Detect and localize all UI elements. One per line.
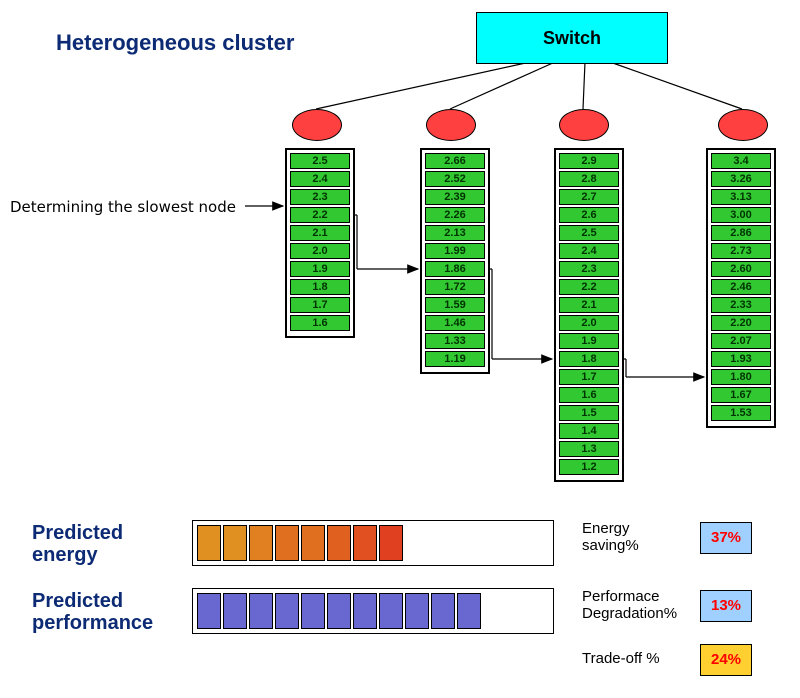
freq-cell: 1.7: [559, 369, 619, 385]
node-column-1: 2.66 2.52 2.39 2.26 2.13 1.99 1.86 1.72 1.59 1.46…: [420, 148, 490, 374]
bar-segment: [353, 593, 377, 629]
freq-cell: 2.6: [559, 207, 619, 223]
bar-segment: [301, 593, 325, 629]
node-oval-3: [718, 109, 768, 141]
freq-cell: 1.8: [559, 351, 619, 367]
freq-cell: 2.8: [559, 171, 619, 187]
freq-cell: 1.86: [425, 261, 485, 277]
freq-cell: 1.80: [711, 369, 771, 385]
bar-segment: [405, 593, 429, 629]
diagram-title: Heterogeneous cluster: [56, 30, 294, 56]
freq-cell: 1.7: [290, 297, 350, 313]
freq-cell: 1.67: [711, 387, 771, 403]
freq-cell: 2.2: [290, 207, 350, 223]
slowest-node-annotation: Determining the slowest node: [10, 198, 236, 216]
bar-segment: [301, 525, 325, 561]
predicted-label-1: Predicted performance: [32, 590, 153, 634]
freq-cell: 2.26: [425, 207, 485, 223]
freq-cell: 2.13: [425, 225, 485, 241]
node-oval-1: [426, 109, 476, 141]
bar-segment: [275, 593, 299, 629]
metric-label-2: Trade-off %: [582, 650, 660, 667]
freq-cell: 2.20: [711, 315, 771, 331]
freq-cell: 1.72: [425, 279, 485, 295]
freq-cell: 2.07: [711, 333, 771, 349]
freq-cell: 2.52: [425, 171, 485, 187]
freq-cell: 2.2: [559, 279, 619, 295]
freq-cell: 3.4: [711, 153, 771, 169]
bar-segment: [379, 593, 403, 629]
bar-segment: [197, 525, 221, 561]
metric-value-0: 37%: [700, 522, 752, 554]
freq-cell: 1.6: [290, 315, 350, 331]
freq-cell: 1.9: [559, 333, 619, 349]
bar-segment: [431, 593, 455, 629]
predicted-label-0: Predicted energy: [32, 522, 123, 566]
bar-segment: [327, 593, 351, 629]
metric-value-1: 13%: [700, 590, 752, 622]
node-column-0: 2.5 2.4 2.3 2.2 2.1 2.0 1.9 1.8 1.7 1.6: [285, 148, 355, 338]
freq-cell: 1.2: [559, 459, 619, 475]
freq-cell: 1.4: [559, 423, 619, 439]
freq-cell: 2.5: [559, 225, 619, 241]
freq-cell: 1.99: [425, 243, 485, 259]
freq-cell: 2.60: [711, 261, 771, 277]
freq-cell: 1.9: [290, 261, 350, 277]
freq-cell: 2.33: [711, 297, 771, 313]
freq-cell: 2.3: [290, 189, 350, 205]
bar-segment: [379, 525, 403, 561]
bar-segment: [457, 593, 481, 629]
freq-cell: 2.66: [425, 153, 485, 169]
freq-cell: 1.93: [711, 351, 771, 367]
bar-segment: [275, 525, 299, 561]
freq-cell: 2.3: [559, 261, 619, 277]
predicted-bar-0: [192, 520, 554, 566]
freq-cell: 1.33: [425, 333, 485, 349]
freq-cell: 3.13: [711, 189, 771, 205]
freq-cell: 3.00: [711, 207, 771, 223]
freq-cell: 2.0: [290, 243, 350, 259]
node-oval-2: [559, 109, 609, 141]
freq-cell: 1.59: [425, 297, 485, 313]
bar-segment: [223, 593, 247, 629]
freq-cell: 1.8: [290, 279, 350, 295]
freq-cell: 1.3: [559, 441, 619, 457]
freq-cell: 2.4: [290, 171, 350, 187]
node-column-3: 3.4 3.26 3.13 3.00 2.86 2.73 2.60 2.46 2.33 2.20 2…: [706, 148, 776, 428]
freq-cell: 1.53: [711, 405, 771, 421]
node-oval-0: [292, 109, 342, 141]
freq-cell: 2.39: [425, 189, 485, 205]
predicted-bar-1: [192, 588, 554, 634]
bar-segment: [327, 525, 351, 561]
freq-cell: 2.7: [559, 189, 619, 205]
bar-segment: [197, 593, 221, 629]
freq-cell: 2.9: [559, 153, 619, 169]
metric-label-0: Energy saving%: [582, 520, 639, 554]
freq-cell: 3.26: [711, 171, 771, 187]
metric-value-2: 24%: [700, 644, 752, 676]
bar-segment: [353, 525, 377, 561]
switch-box: Switch: [476, 12, 668, 64]
freq-cell: 2.73: [711, 243, 771, 259]
freq-cell: 2.1: [559, 297, 619, 313]
metric-label-1: Performace Degradation%: [582, 588, 677, 622]
node-column-2: 2.9 2.8 2.7 2.6 2.5 2.4 2.3 2.2 2.1 2.0 1.9 1.8 1.7 1…: [554, 148, 624, 482]
freq-cell: 1.6: [559, 387, 619, 403]
freq-cell: 1.46: [425, 315, 485, 331]
bar-segment: [249, 593, 273, 629]
freq-cell: 2.5: [290, 153, 350, 169]
bar-segment: [249, 525, 273, 561]
freq-cell: 1.19: [425, 351, 485, 367]
freq-cell: 2.1: [290, 225, 350, 241]
bar-segment: [223, 525, 247, 561]
freq-cell: 1.5: [559, 405, 619, 421]
freq-cell: 2.0: [559, 315, 619, 331]
freq-cell: 2.46: [711, 279, 771, 295]
freq-cell: 2.4: [559, 243, 619, 259]
freq-cell: 2.86: [711, 225, 771, 241]
